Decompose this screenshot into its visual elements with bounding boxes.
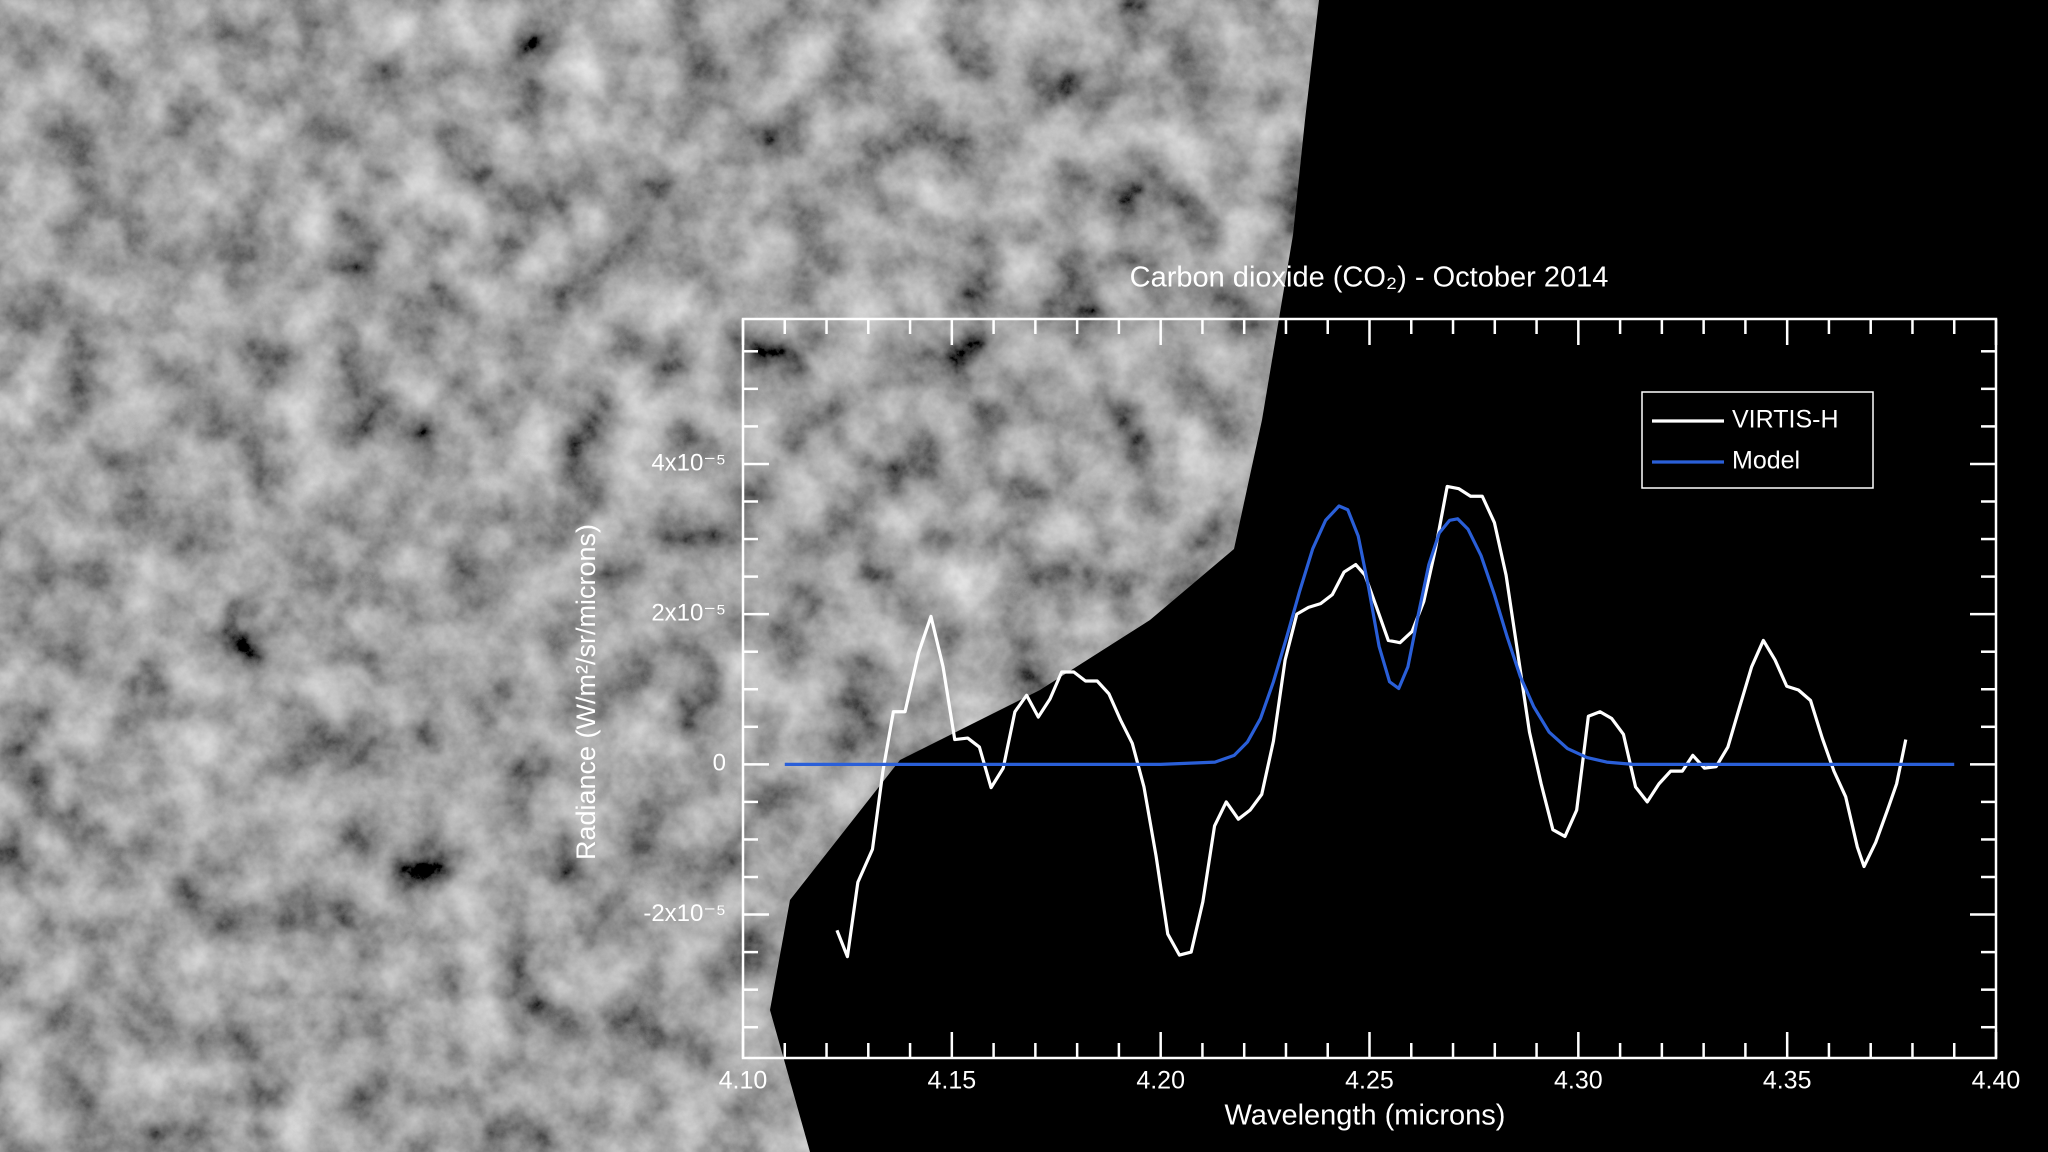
- y-tick-label: -2x10⁻⁵: [643, 900, 726, 927]
- y-axis-label: Radiance (W/m²/sr/microns): [571, 524, 601, 860]
- series-line: [835, 484, 1908, 959]
- y-tick-label: 0: [713, 750, 726, 777]
- y-tick-label: 4x10⁻⁵: [651, 449, 726, 476]
- x-axis-label: Wavelength (microns): [1225, 1100, 1506, 1132]
- x-tick-label: 4.10: [719, 1067, 768, 1095]
- y-tick-label: 2x10⁻⁵: [651, 599, 726, 626]
- legend-box: [1641, 391, 1874, 489]
- x-tick-label: 4.15: [927, 1067, 976, 1095]
- x-tick-label: 4.20: [1136, 1067, 1185, 1095]
- series-line: [784, 504, 1955, 766]
- legend-label: VIRTIS-H: [1732, 406, 1839, 434]
- x-tick-label: 4.25: [1345, 1067, 1394, 1095]
- legend-label: Model: [1732, 447, 1800, 475]
- x-tick-label: 4.40: [1972, 1067, 2021, 1095]
- chart-title: Carbon dioxide (CO₂) - October 2014: [1130, 262, 1609, 294]
- x-tick-label: 4.35: [1763, 1067, 1812, 1095]
- x-tick-label: 4.30: [1554, 1067, 1603, 1095]
